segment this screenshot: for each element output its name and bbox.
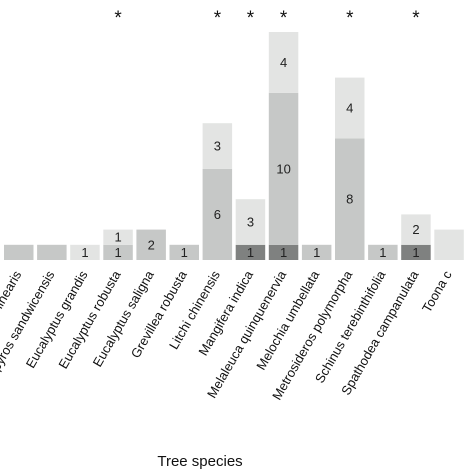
significance-marker: * <box>280 8 288 29</box>
significance-marker: * <box>247 8 255 29</box>
significance-layer: * * * * * * <box>114 8 420 29</box>
bar-segment <box>202 123 233 169</box>
bar-segment <box>401 214 431 245</box>
bar-segment <box>4 244 34 260</box>
segment-value-label: 4 <box>280 55 287 70</box>
bar-segment <box>434 229 464 260</box>
segment-value-label: 1 <box>181 245 188 260</box>
segment-value-label: 1 <box>247 245 254 260</box>
x-axis-title: Tree species <box>157 453 242 470</box>
x-tick-label: linearis <box>0 268 25 312</box>
significance-marker: * <box>346 8 354 29</box>
bar-segment <box>70 244 100 260</box>
bar-segment <box>202 168 233 260</box>
bar-segment <box>268 32 299 93</box>
bar-segment <box>368 244 398 260</box>
segment-value-label: 1 <box>114 245 121 260</box>
segment-value-label: 4 <box>346 101 353 116</box>
segment-value-label: 1 <box>313 245 320 260</box>
significance-marker: * <box>214 8 222 29</box>
x-tick-label: Toona c <box>419 268 455 315</box>
bar-segment <box>335 138 365 260</box>
segment-value-label: 1 <box>379 245 386 260</box>
bar-segment <box>268 92 299 245</box>
bar-segment <box>37 244 67 260</box>
segment-value-label: 3 <box>247 215 254 230</box>
segment-value-label: 3 <box>214 139 221 154</box>
bar-segment <box>268 244 299 260</box>
bars-layer <box>4 32 464 260</box>
segment-value-label: 1 <box>412 245 419 260</box>
segment-value-label: 2 <box>148 237 155 252</box>
segment-value-label: 1 <box>114 230 121 245</box>
bar-segment <box>235 244 266 260</box>
bar-segment <box>401 244 431 260</box>
segment-value-label: 2 <box>412 222 419 237</box>
bar-segment <box>103 244 133 260</box>
bar-segment <box>169 244 199 260</box>
significance-marker: * <box>114 8 122 29</box>
significance-marker: * <box>412 8 420 29</box>
bar-segment <box>136 229 166 260</box>
segment-value-label: 6 <box>214 207 221 222</box>
segment-value-label: 1 <box>81 245 88 260</box>
segment-value-label: 1 <box>280 245 287 260</box>
bar-segment <box>103 229 133 245</box>
bar-segment <box>235 199 266 245</box>
segment-value-label: 10 <box>276 161 290 176</box>
bar-segment <box>301 244 332 260</box>
segment-value-label: 8 <box>346 192 353 207</box>
bar-segment <box>335 77 365 139</box>
